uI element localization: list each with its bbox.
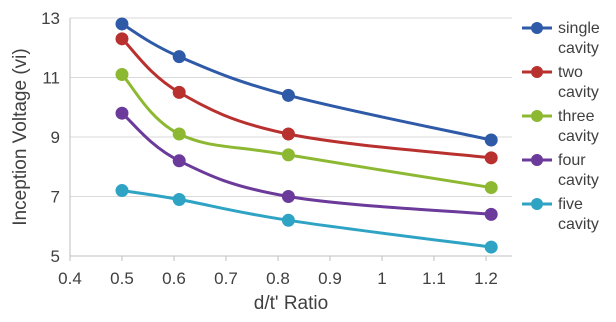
x-tick-label: 1.2 [474,269,498,288]
y-tick-label: 5 [51,247,60,266]
data-point [281,148,295,162]
series-lines [115,17,498,254]
data-point [484,207,498,221]
series-5 [115,184,498,254]
legend: single cavity two cavity three cavity four cavi… [522,20,600,233]
data-point [115,68,129,82]
data-point [484,240,498,254]
data-point [281,127,295,141]
legend-swatch-marker [531,66,543,78]
y-axis-title: Inception Voltage (vi) [10,48,31,225]
y-tick-label: 11 [42,69,60,88]
data-point [115,106,129,120]
data-point [484,181,498,195]
legend-entry-1: single cavity [522,20,600,57]
x-tick-label: 0.9 [318,269,342,288]
legend-entry-5: five cavity [522,196,599,233]
data-point [172,127,186,141]
data-point [484,151,498,165]
x-tick-label: 0.4 [58,269,82,288]
data-point [281,213,295,227]
y-tick-label: 13 [41,9,60,28]
data-point [281,88,295,102]
series-4 [115,106,498,221]
legend-label-line2: cavity [558,216,599,233]
legend-label: five [558,196,583,213]
y-tick-label: 9 [51,128,60,147]
axes: 5 7 9 11 13 0.4 0.5 0.6 0.7 0.8 0.9 1 1.1 1.2 [41,9,512,288]
x-tick-label: 0.8 [266,269,290,288]
data-point [115,184,129,198]
x-tick-label: 0.6 [162,269,186,288]
legend-entry-4: four cavity [522,152,599,189]
legend-swatch-marker [531,22,543,34]
data-point [115,32,129,46]
series-3 [115,68,498,195]
legend-swatch-marker [531,154,543,166]
legend-label: four [558,152,586,169]
legend-label-line2: cavity [558,40,599,57]
series-line [121,189,492,249]
x-tick-label: 1.1 [422,269,446,288]
y-tick-label: 7 [51,188,60,207]
series-line [120,73,492,190]
x-axis-title: d/t' Ratio [254,293,328,314]
legend-entry-2: two cavity [522,64,599,101]
legend-swatch-marker [531,110,543,122]
legend-label: two [558,64,583,81]
data-point [172,85,186,99]
legend-label: three [558,108,595,125]
data-point [281,190,295,203]
legend-label: single [558,20,600,37]
series-2 [115,32,498,165]
data-point [172,192,186,206]
data-point [484,133,498,147]
x-tick-label: 0.5 [110,269,134,288]
legend-label-line2: cavity [558,84,599,101]
legend-swatch-marker [531,198,543,210]
x-tick-label: 0.7 [214,269,238,288]
legend-label-line2: cavity [558,128,599,145]
series-line [121,22,492,142]
series-line [120,37,492,160]
legend-label-line2: cavity [558,172,599,189]
series-line [121,112,492,216]
data-point [115,17,129,31]
data-point [172,154,186,168]
legend-entry-3: three cavity [522,108,599,145]
series-1 [115,17,498,147]
data-point [172,50,186,64]
x-tick-label: 1 [377,269,386,288]
